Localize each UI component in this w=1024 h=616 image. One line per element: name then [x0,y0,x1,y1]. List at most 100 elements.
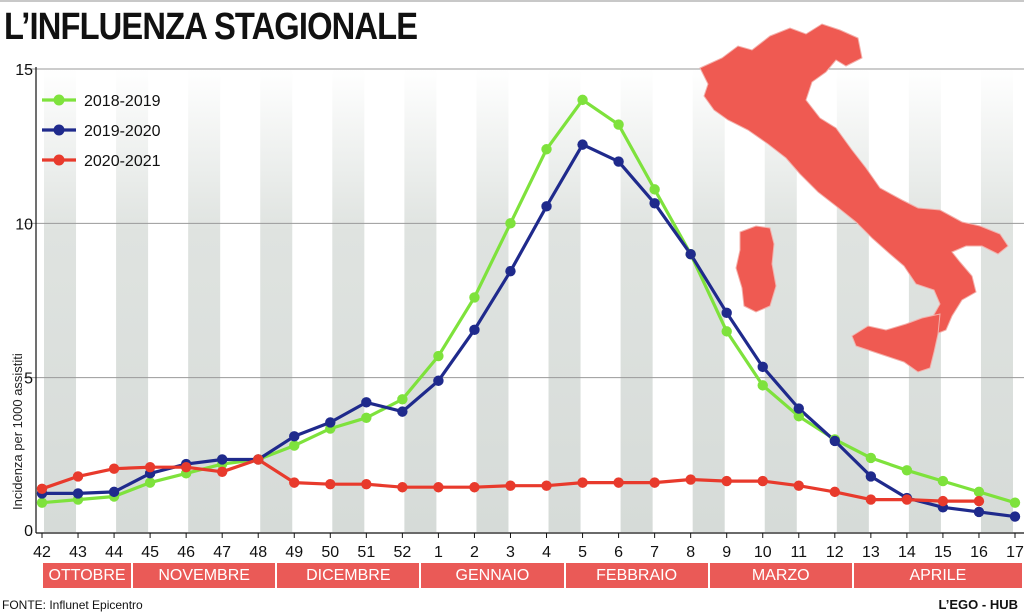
data-point [469,482,480,493]
x-tick-label: 8 [686,544,695,561]
x-tick-label: 1 [434,544,443,561]
y-tick-labels: 5 10 15 0 [15,62,33,540]
legend-swatch-dot [53,124,65,136]
data-point [649,184,660,195]
x-tick-label: 42 [33,544,51,561]
x-tick-label: 12 [826,544,844,561]
data-point [793,403,804,414]
data-point [721,307,732,319]
gridlines [24,67,1024,538]
data-point [793,411,804,422]
data-point [901,465,913,476]
publisher-credit: L’EGO - HUB [938,597,1018,612]
x-tick-label: 4 [542,544,551,561]
data-point [685,474,696,485]
month-label: GENNAIO [421,563,564,588]
data-point [757,475,768,487]
x-tick-label: 11 [790,544,807,561]
x-tick-label: 50 [321,544,339,561]
data-point [757,380,768,391]
data-point [433,350,444,362]
x-tick-label: 48 [249,544,267,561]
data-point [865,494,877,505]
data-point [973,486,985,498]
data-point [433,482,444,493]
data-point [361,478,372,490]
data-point [649,477,660,488]
legend-label: 2019-2020 [84,123,161,140]
data-point [469,324,480,336]
data-point [649,198,660,209]
map-mainland [699,23,1009,335]
x-tick-label: 45 [141,544,159,561]
x-tick-label: 6 [614,544,623,561]
data-point [289,431,300,442]
month-label: DICEMBRE [277,563,420,588]
month-label: OTTOBRE [43,563,132,588]
x-tick-label: 10 [754,544,772,561]
legend-swatch-dot [53,154,65,166]
data-point [505,218,516,229]
data-point [577,139,588,150]
data-point [36,483,48,494]
series-line [41,98,1016,505]
data-point [541,480,552,491]
month-label: FEBBRAIO [565,563,708,588]
x-tick-label: 16 [970,544,988,561]
series-points [36,94,1021,522]
x-tick-label: 44 [105,544,123,561]
data-point [216,454,228,465]
x-tick-label: 3 [506,544,515,561]
x-tick-label: 15 [934,544,952,561]
data-point [253,454,264,465]
data-point [505,480,516,491]
x-tick-label: 51 [357,544,375,561]
data-point [505,265,516,277]
data-point [144,461,156,473]
data-point [577,477,588,488]
data-point [685,249,696,260]
top-rule [0,0,1024,2]
y-axis-title: Incidenza per 1000 assistiti [10,353,25,510]
data-point [289,477,300,488]
data-point [613,477,624,488]
legend-label: 2020-2021 [84,153,161,170]
column-band [404,69,437,532]
data-point [865,452,877,464]
data-point [829,486,841,498]
data-point [397,482,408,493]
x-tick-label: 52 [393,544,411,561]
map-sardinia [735,225,777,313]
data-point [144,477,156,488]
data-point [108,463,120,474]
data-point [1009,497,1021,508]
legend-swatch-dot [53,94,65,106]
data-point [901,494,913,505]
data-point [433,375,444,386]
source-note: FONTE: Influnet Epicentro [2,598,143,612]
data-point [577,94,588,106]
x-tick-labels: 42 43 44 45 46 47 48 49 50 51 52 1 2 3 4 5 6 7 8 9 10 11 12 13 1… [33,544,1024,561]
data-point [937,475,949,487]
legend-label: 2018-2019 [84,93,161,110]
data-point [361,397,372,408]
y-tick-label: 0 [24,523,33,540]
data-point [721,326,732,337]
data-point [541,144,552,155]
column-band [332,69,365,532]
column-band [980,69,1013,532]
x-tick-label: 14 [898,544,916,561]
series-line [42,143,1016,519]
column-band [548,69,581,532]
data-point [325,478,336,490]
legend: 2018-2019 2019-2020 2020-2021 [42,93,161,170]
x-tick-label: 7 [650,544,659,561]
month-label: MARZO [709,563,852,588]
data-point [541,201,552,212]
data-point [1009,511,1021,522]
x-tick-label: 17 [1006,544,1024,561]
column-band [620,69,653,532]
data-point [397,406,408,417]
data-point [361,412,372,423]
data-point [937,495,949,507]
